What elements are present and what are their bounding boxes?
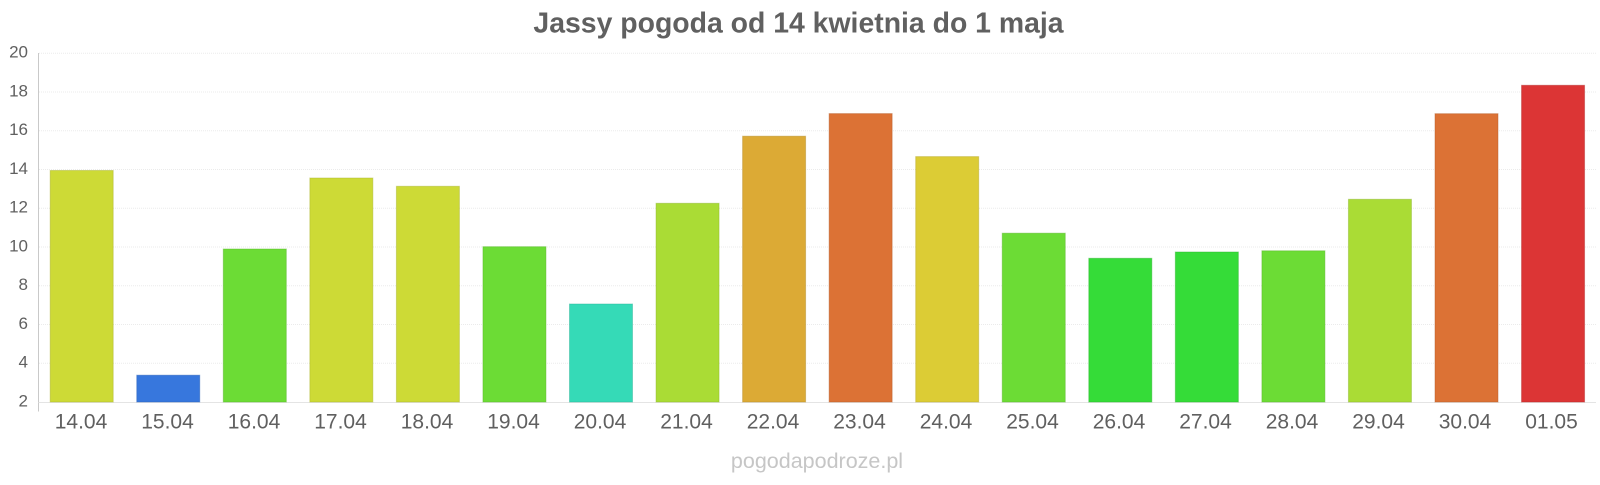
svg-text:pogodapodroze.pl: pogodapodroze.pl bbox=[731, 449, 903, 473]
svg-text:15.04: 15.04 bbox=[141, 411, 194, 434]
svg-text:14.04: 14.04 bbox=[55, 411, 108, 434]
svg-text:20: 20 bbox=[9, 43, 28, 62]
svg-text:18.04: 18.04 bbox=[401, 411, 454, 434]
svg-text:16: 16 bbox=[9, 120, 28, 139]
svg-text:8: 8 bbox=[19, 275, 28, 294]
svg-text:25.04: 25.04 bbox=[1006, 411, 1059, 434]
svg-text:21.04: 21.04 bbox=[660, 411, 713, 434]
svg-text:Jassy pogoda od 14 kwietnia do: Jassy pogoda od 14 kwietnia do 1 maja bbox=[533, 8, 1063, 40]
svg-text:29.04: 29.04 bbox=[1352, 411, 1405, 434]
svg-text:23.04: 23.04 bbox=[833, 411, 886, 434]
svg-text:10: 10 bbox=[9, 236, 28, 255]
svg-text:19.04: 19.04 bbox=[487, 411, 540, 434]
svg-text:28.04: 28.04 bbox=[1266, 411, 1319, 434]
svg-text:30.04: 30.04 bbox=[1439, 411, 1492, 434]
svg-text:6: 6 bbox=[19, 314, 28, 333]
svg-text:26.04: 26.04 bbox=[1093, 411, 1146, 434]
svg-text:16.04: 16.04 bbox=[228, 411, 281, 434]
svg-text:27.04: 27.04 bbox=[1179, 411, 1232, 434]
svg-text:14: 14 bbox=[9, 159, 28, 178]
svg-text:2: 2 bbox=[19, 391, 28, 410]
svg-text:12: 12 bbox=[9, 198, 28, 217]
svg-text:4: 4 bbox=[19, 353, 28, 372]
svg-text:24.04: 24.04 bbox=[920, 411, 973, 434]
svg-text:22.04: 22.04 bbox=[747, 411, 800, 434]
svg-text:18: 18 bbox=[9, 81, 28, 100]
svg-text:17.04: 17.04 bbox=[314, 411, 367, 434]
svg-text:01.05: 01.05 bbox=[1525, 411, 1578, 434]
svg-text:20.04: 20.04 bbox=[574, 411, 627, 434]
